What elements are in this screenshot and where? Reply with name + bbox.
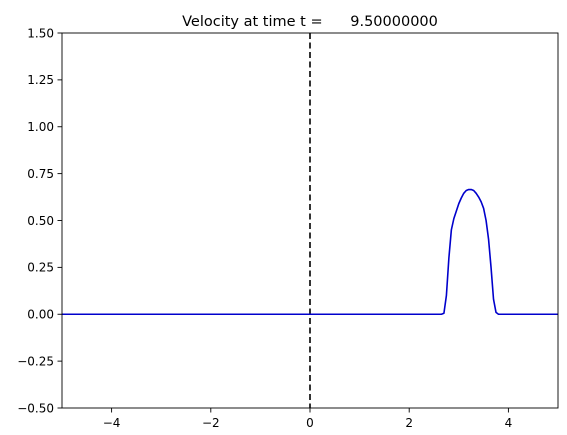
y-tick-label: 1.00 bbox=[27, 120, 54, 134]
y-tick-label: 0.25 bbox=[27, 261, 54, 275]
y-tick-label: −0.25 bbox=[17, 354, 54, 368]
x-tick-label: 0 bbox=[306, 416, 314, 430]
y-tick-label: 1.50 bbox=[27, 26, 54, 40]
x-tick-label: −2 bbox=[202, 416, 220, 430]
y-tick-label: 0.50 bbox=[27, 214, 54, 228]
x-tick-label: 2 bbox=[405, 416, 413, 430]
chart-axes: −4 −2 0 2 4 −0.50 −0.25 0.00 0.25 0.50 0.75 1.00 1.2… bbox=[17, 26, 559, 430]
y-tick-label: 1.25 bbox=[27, 73, 54, 87]
y-tick-label: 0.75 bbox=[27, 167, 54, 181]
chart-title: Velocity at time t = 9.50000000 bbox=[182, 14, 438, 30]
x-tick-label: −4 bbox=[103, 416, 121, 430]
chart-marks bbox=[62, 33, 558, 408]
x-tick-label: 4 bbox=[505, 416, 513, 430]
y-tick-label: −0.50 bbox=[17, 401, 54, 415]
y-tick-label: 0.00 bbox=[27, 308, 54, 322]
series-line-0 bbox=[62, 188, 558, 316]
